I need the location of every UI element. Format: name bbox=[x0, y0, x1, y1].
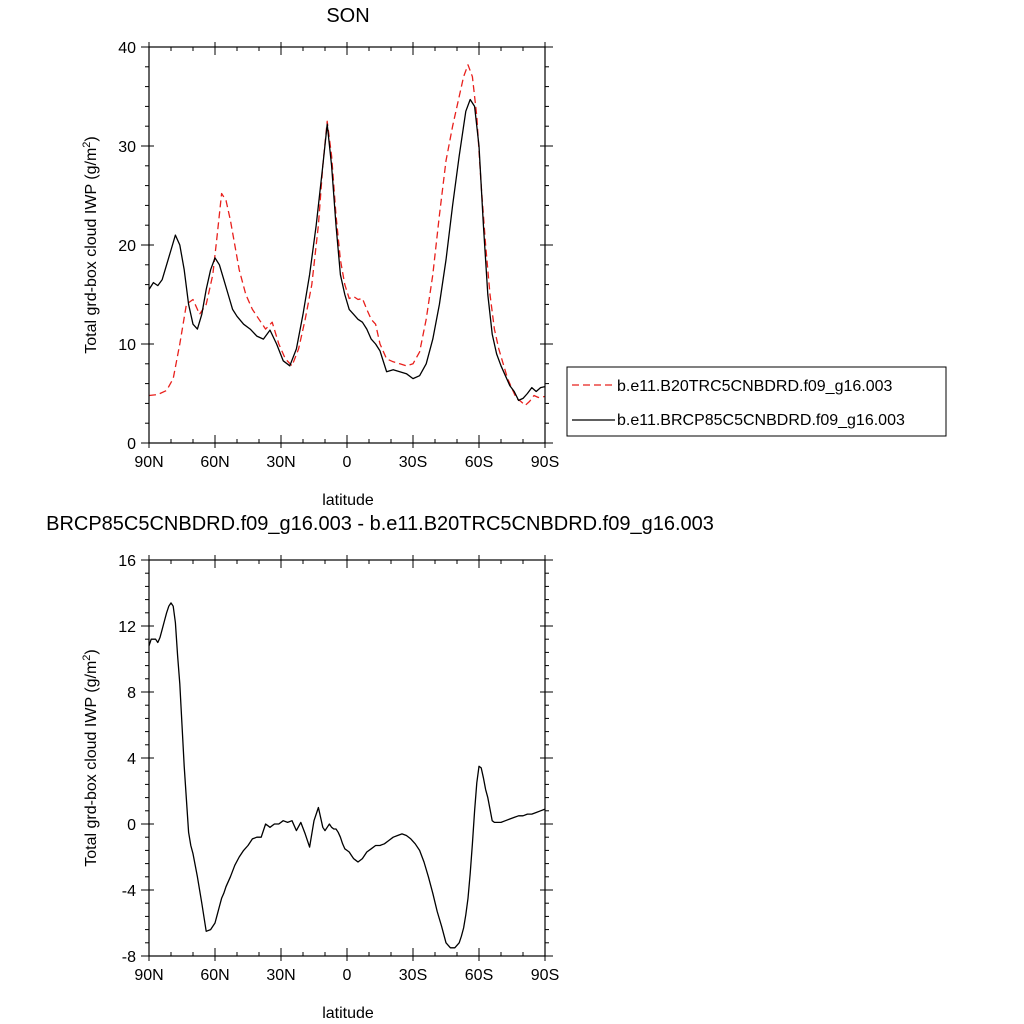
top-panel: SON 90N 60N 30N 0 30S 60S 90S 0 10 20 30 40 latitud… bbox=[81, 5, 559, 509]
y-tick-label: 40 bbox=[118, 40, 136, 57]
bottom-panel-frame bbox=[148, 559, 546, 957]
top-series-line-1 bbox=[148, 98, 546, 402]
x-tick-label: 90N bbox=[134, 454, 163, 471]
y-tick-label: 4 bbox=[127, 751, 136, 768]
x-tick-label: 30S bbox=[399, 454, 427, 471]
top-panel-xlabel: latitude bbox=[322, 492, 374, 509]
x-tick-label: 60S bbox=[465, 967, 493, 984]
y-tick-label: 10 bbox=[118, 337, 136, 354]
legend-box bbox=[566, 366, 947, 437]
y-tick-label: 12 bbox=[118, 619, 136, 636]
x-tick-label: 90N bbox=[134, 967, 163, 984]
legend-label-series-0: b.e11.B20TRC5CNBDRD.f09_g16.003 bbox=[617, 378, 893, 395]
y-tick-label: -8 bbox=[122, 949, 136, 966]
y-tick-label: 16 bbox=[118, 553, 136, 570]
y-tick-label: 20 bbox=[118, 238, 136, 255]
x-tick-label: 30N bbox=[266, 967, 295, 984]
x-tick-label: 30S bbox=[399, 967, 427, 984]
bottom-panel-xlabel: latitude bbox=[322, 1005, 374, 1022]
bottom-series-line-0 bbox=[148, 602, 546, 949]
bottom-panel-title: BRCP85C5CNBDRD.f09_g16.003 - b.e11.B20TR… bbox=[46, 513, 714, 535]
y-tick-label: 30 bbox=[118, 139, 136, 156]
x-tick-label: 60N bbox=[200, 967, 229, 984]
legend-label-series-1: b.e11.BRCP85C5CNBDRD.f09_g16.003 bbox=[617, 412, 905, 429]
bottom-panel-ylabel: Total grd-box cloud IWP (g/m2) bbox=[81, 649, 100, 866]
legend: b.e11.B20TRC5CNBDRD.f09_g16.003 b.e11.BR… bbox=[566, 366, 947, 437]
y-tick-label: 0 bbox=[127, 436, 136, 453]
top-panel-ylabel: Total grd-box cloud IWP (g/m2) bbox=[81, 136, 100, 353]
x-tick-label: 30N bbox=[266, 454, 295, 471]
x-tick-label: 60S bbox=[465, 454, 493, 471]
x-tick-label: 0 bbox=[343, 967, 352, 984]
top-series-line-0 bbox=[148, 64, 546, 407]
x-tick-label: 0 bbox=[343, 454, 352, 471]
y-tick-label: 8 bbox=[127, 685, 136, 702]
bottom-panel: BRCP85C5CNBDRD.f09_g16.003 - b.e11.B20TR… bbox=[46, 513, 714, 1022]
y-tick-label: -4 bbox=[122, 883, 136, 900]
x-tick-label: 90S bbox=[531, 454, 559, 471]
top-panel-title: SON bbox=[326, 5, 369, 27]
y-tick-label: 0 bbox=[127, 817, 136, 834]
x-tick-label: 90S bbox=[531, 967, 559, 984]
x-tick-label: 60N bbox=[200, 454, 229, 471]
